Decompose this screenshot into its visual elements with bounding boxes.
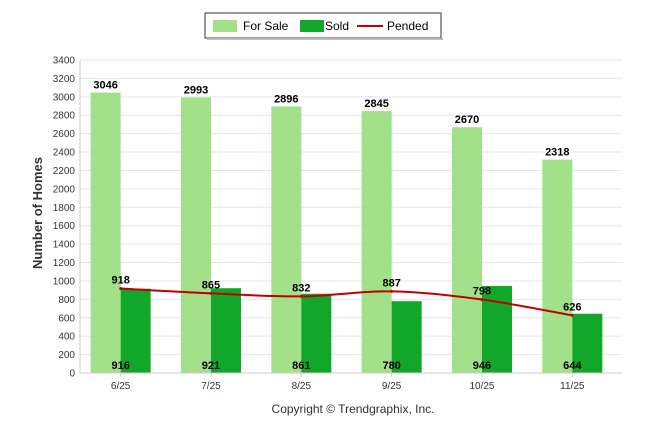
y-tick-label: 600 (58, 313, 75, 324)
y-tick-label: 1800 (53, 203, 76, 214)
data-label-pended: 865 (202, 279, 220, 291)
x-tick-label: 7/25 (201, 381, 221, 392)
x-tick-label: 8/25 (292, 381, 312, 392)
y-tick-label: 3400 (53, 56, 76, 67)
y-tick-label: 2000 (53, 184, 76, 195)
data-label-sold: 946 (473, 360, 491, 372)
data-label-for-sale: 2993 (184, 84, 208, 96)
data-label-for-sale: 2318 (545, 147, 569, 159)
data-label-pended: 918 (111, 274, 129, 286)
bar-for-sale (361, 111, 392, 373)
y-tick-label: 1200 (53, 258, 76, 269)
data-label-pended: 832 (292, 282, 310, 294)
x-tick-label: 10/25 (469, 381, 494, 392)
data-label-pended: 798 (473, 286, 491, 298)
data-label-for-sale: 2845 (364, 98, 388, 110)
x-tick-label: 9/25 (382, 381, 402, 392)
data-label-for-sale: 2670 (455, 114, 479, 126)
bar-sold (210, 288, 241, 373)
y-tick-label: 1600 (53, 221, 76, 232)
data-label-for-sale: 3046 (93, 80, 117, 92)
bar-for-sale (542, 159, 573, 373)
bar-for-sale (451, 127, 482, 373)
copyright-text: Copyright © Trendgraphix, Inc. (272, 402, 435, 416)
y-tick-label: 1400 (53, 240, 76, 251)
pended-point (119, 286, 123, 290)
x-tick-label: 11/25 (560, 381, 585, 392)
bar-for-sale (180, 97, 211, 373)
pended-point (209, 291, 213, 295)
data-labels: 3046 916 2993 921 2896 861 2845 780 2670 946 2318 6… (93, 80, 582, 372)
legend-shadow (207, 38, 443, 40)
y-tick-label: 2400 (53, 148, 76, 159)
pended-point (299, 294, 303, 298)
bar-sold (391, 301, 422, 373)
pended-line-layer (119, 286, 574, 317)
bar-sold (301, 293, 332, 373)
data-label-sold: 861 (292, 360, 310, 372)
y-tick-label: 200 (58, 350, 75, 361)
y-tick-label: 1000 (53, 276, 76, 287)
data-label-for-sale: 2896 (274, 93, 298, 105)
pended-point (480, 298, 484, 302)
y-tick-label: 2200 (53, 166, 76, 177)
legend: For Sale Sold Pended (204, 12, 443, 40)
bar-for-sale (271, 106, 302, 373)
data-label-sold: 644 (563, 360, 582, 372)
data-label-pended: 626 (563, 301, 581, 313)
y-tick-label: 3000 (53, 92, 76, 103)
y-tick-label: 400 (58, 332, 75, 343)
data-label-sold: 916 (111, 360, 129, 372)
data-label-sold: 780 (382, 360, 400, 372)
y-axis-title: Number of Homes (30, 157, 45, 269)
bars (90, 92, 603, 374)
grid-lines (80, 59, 622, 374)
y-tick-label: 2600 (53, 129, 76, 140)
bar-sold (572, 313, 603, 373)
bar-for-sale (90, 92, 121, 374)
legend-label-sold: Sold (325, 19, 349, 33)
data-label-sold: 921 (202, 360, 220, 372)
pended-point (570, 313, 574, 317)
y-tick-label: 800 (58, 295, 75, 306)
x-tick-label: 6/25 (111, 381, 131, 392)
pended-line (120, 287, 573, 317)
legend-swatch-sold (300, 20, 324, 32)
data-label-pended: 887 (382, 277, 400, 289)
y-tick-label: 0 (69, 369, 75, 380)
y-tick-label: 3200 (53, 74, 76, 85)
legend-label-for-sale: For Sale (243, 19, 289, 33)
pended-point (390, 289, 394, 293)
y-tick-label: 2800 (53, 111, 76, 122)
legend-swatch-for-sale (213, 20, 237, 32)
legend-label-pended: Pended (387, 19, 428, 33)
axes: 0 200 400 600 800 1000 1200 1400 1600 1800 2000 220… (53, 56, 622, 392)
bar-sold (120, 288, 151, 373)
